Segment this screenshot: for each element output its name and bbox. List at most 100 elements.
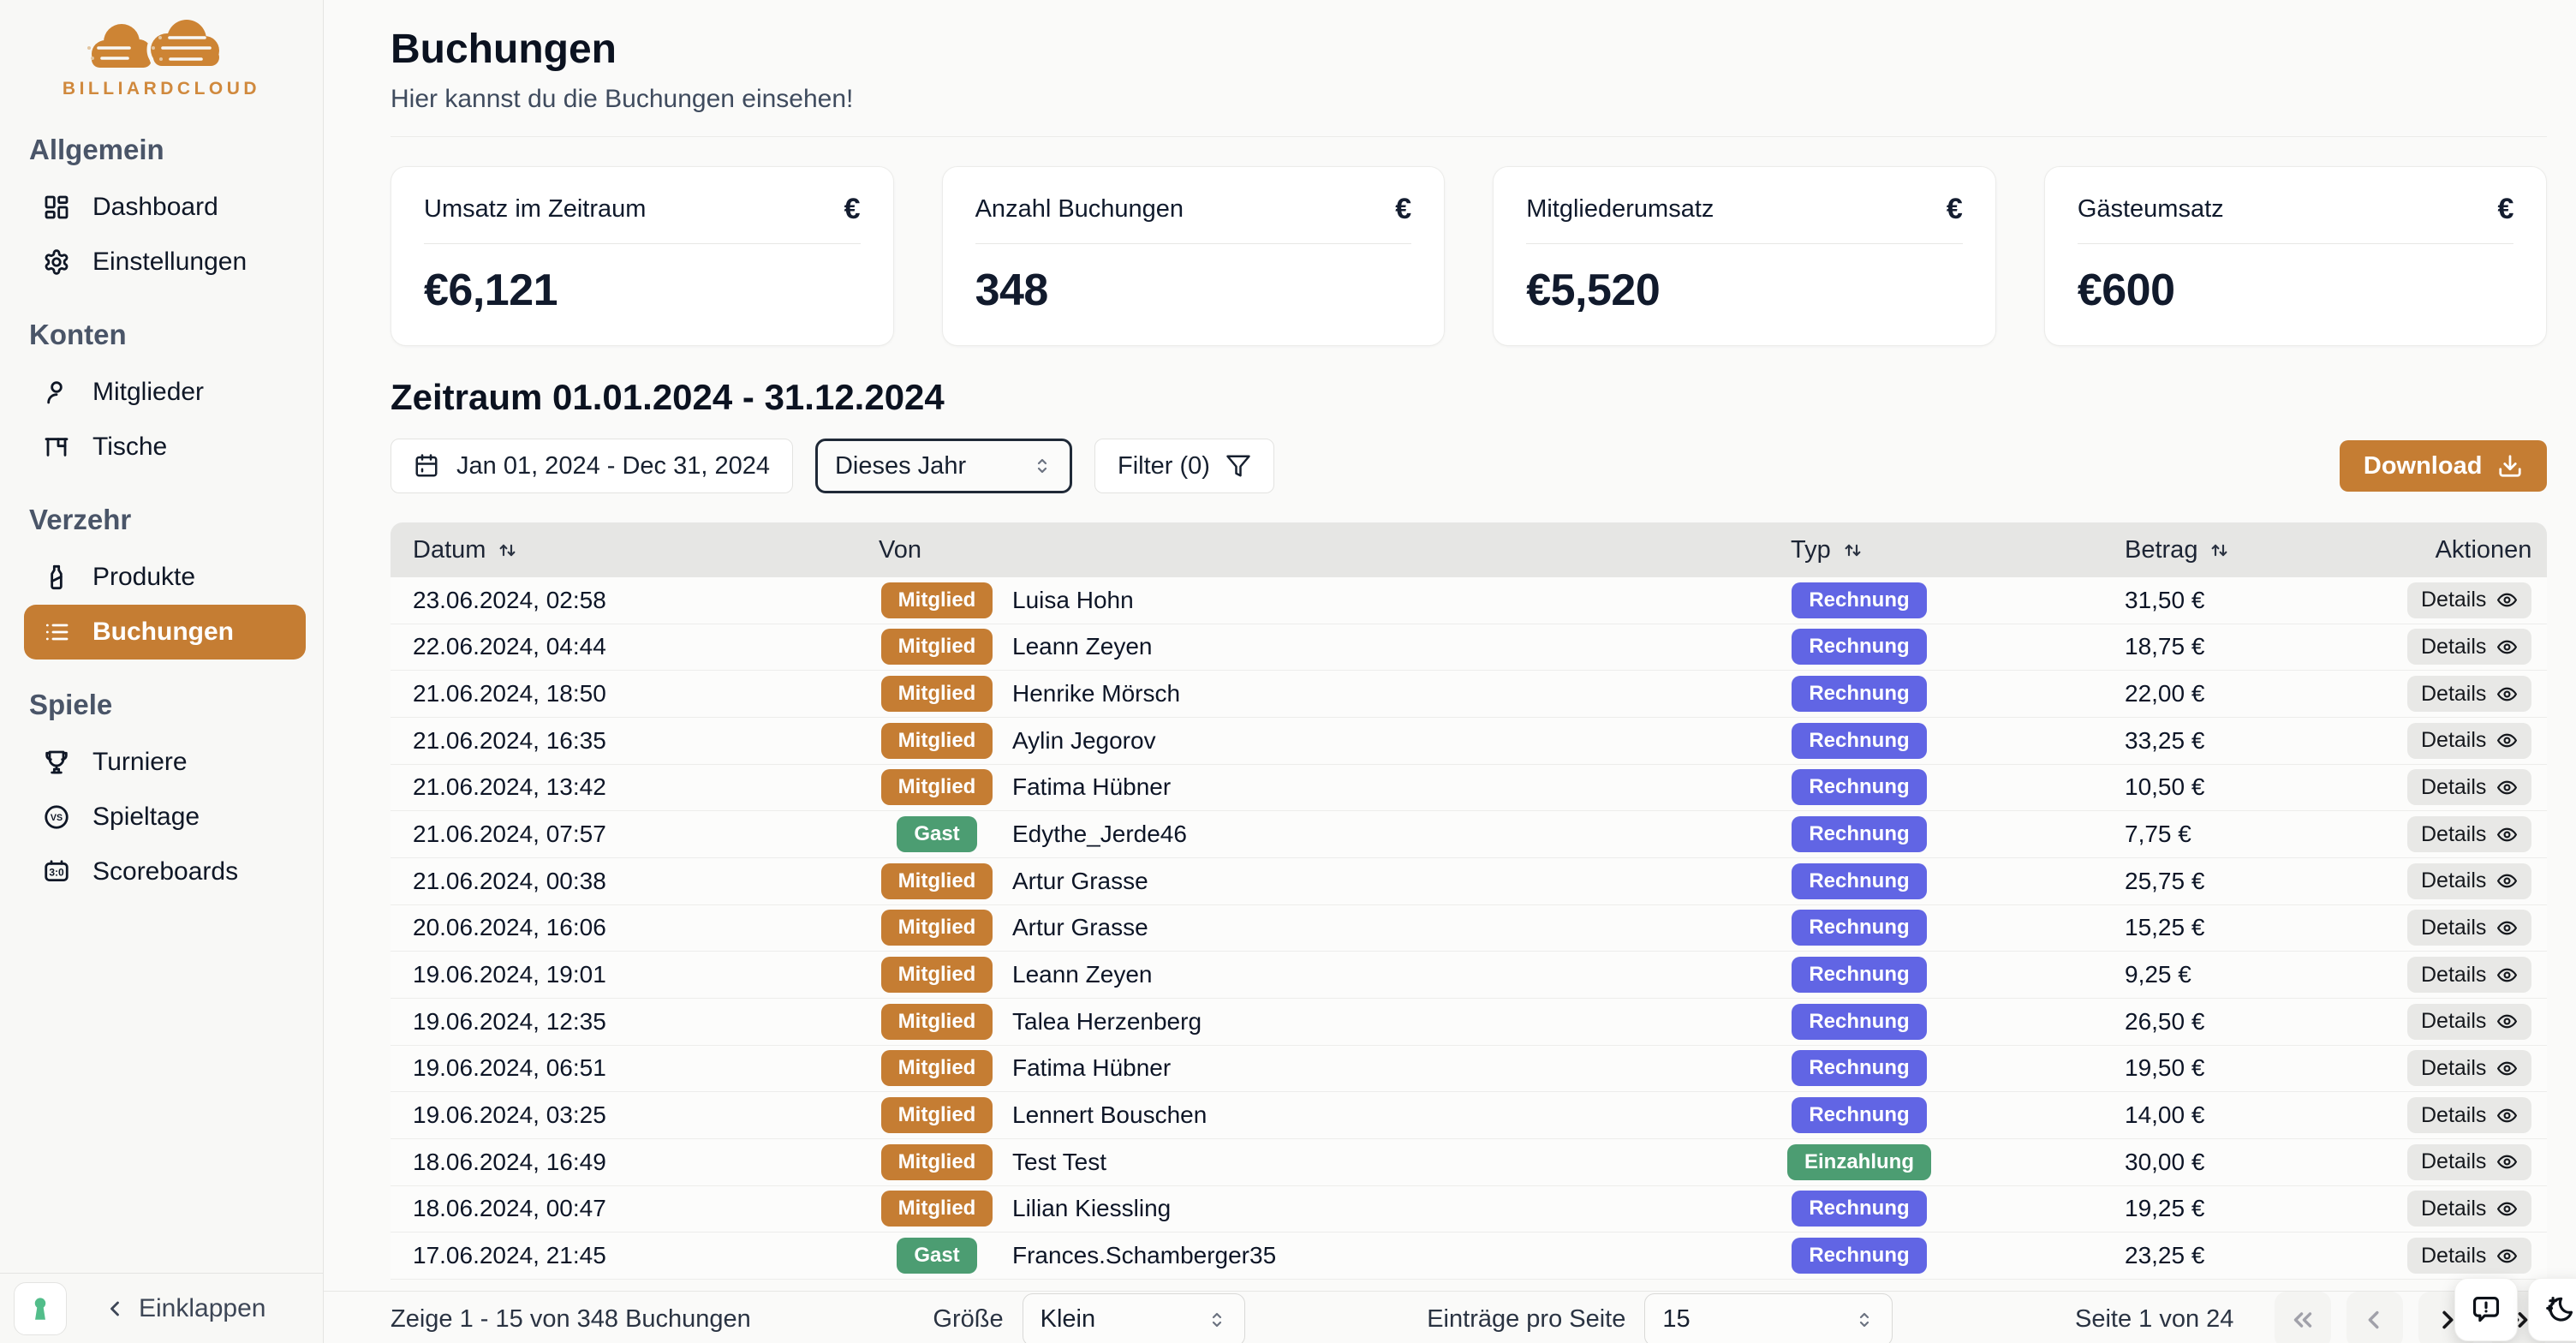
results-range-text: Zeige 1 - 15 von 348 Buchungen <box>391 1305 751 1334</box>
row-actions: Details <box>2407 1144 2547 1180</box>
brand-name: BILLIARDCLOUD <box>61 79 262 99</box>
filter-label: Filter (0) <box>1118 452 1210 480</box>
row-von: MitgliedHenrike Mörsch <box>879 676 1791 712</box>
stat-card-value: €5,520 <box>1526 265 1963 316</box>
details-button[interactable]: Details <box>2407 1191 2531 1227</box>
row-date: 21.06.2024, 16:35 <box>391 727 879 755</box>
row-actions: Details <box>2407 1097 2547 1133</box>
sidebar-footer: Einklappen <box>0 1273 323 1343</box>
row-von: GastEdythe_Jerde46 <box>879 816 1791 852</box>
sidebar-item-scoreboards[interactable]: 3:0Scoreboards <box>24 845 306 899</box>
stat-card: Mitgliederumsatz€ €5,520 <box>1493 166 1996 346</box>
per-page-select[interactable]: 15 <box>1644 1293 1893 1343</box>
typ-badge-wrap: Rechnung <box>1791 723 1928 759</box>
von-badge-wrap: Mitglied <box>879 1144 995 1180</box>
details-button[interactable]: Details <box>2407 1144 2531 1180</box>
row-date: 19.06.2024, 06:51 <box>391 1054 879 1082</box>
details-button[interactable]: Details <box>2407 957 2531 993</box>
download-button[interactable]: Download <box>2340 440 2548 492</box>
typ-badge-wrap: Rechnung <box>1791 582 1928 618</box>
sidebar-item-turniere[interactable]: Turniere <box>24 735 306 790</box>
sidebar-item-label: Turniere <box>92 748 188 777</box>
filter-button[interactable]: Filter (0) <box>1094 439 1274 493</box>
floating-buttons <box>2454 1278 2576 1341</box>
details-button[interactable]: Details <box>2407 1004 2531 1040</box>
details-button[interactable]: Details <box>2407 629 2531 665</box>
first-page-button[interactable] <box>2275 1292 2331 1343</box>
feedback-button[interactable] <box>2454 1278 2518 1341</box>
column-header-datum[interactable]: Datum <box>391 536 879 564</box>
details-button[interactable]: Details <box>2407 582 2531 618</box>
prev-page-button[interactable] <box>2346 1292 2403 1343</box>
row-typ: Rechnung <box>1791 816 2125 852</box>
row-name: Henrike Mörsch <box>1012 680 1180 707</box>
column-header-typ[interactable]: Typ <box>1791 536 2125 564</box>
row-actions: Details <box>2407 582 2547 618</box>
calendar-icon <box>414 453 439 479</box>
stat-card-header: Mitgliederumsatz€ <box>1526 193 1963 226</box>
typ-badge-wrap: Einzahlung <box>1791 1144 1928 1180</box>
row-name: Talea Herzenberg <box>1012 1008 1202 1036</box>
status-button[interactable] <box>14 1282 67 1335</box>
column-header-betrag[interactable]: Betrag <box>2125 536 2407 564</box>
eye-icon <box>2496 824 2518 845</box>
von-badge-wrap: Mitglied <box>879 1191 995 1227</box>
dark-mode-button[interactable] <box>2528 1278 2576 1341</box>
per-page-control: Einträge pro Seite 15 <box>1427 1293 1893 1343</box>
row-actions: Details <box>2407 1004 2547 1040</box>
sidebar-item-label: Buchungen <box>92 618 234 647</box>
details-button[interactable]: Details <box>2407 816 2531 852</box>
sidebar-item-tische[interactable]: Tische <box>24 420 306 475</box>
table-row: 21.06.2024, 07:57GastEdythe_Jerde46Rechn… <box>391 811 2547 858</box>
details-button[interactable]: Details <box>2407 1238 2531 1274</box>
collapse-button[interactable]: Einklappen <box>103 1294 265 1323</box>
details-button[interactable]: Details <box>2407 910 2531 946</box>
row-name: Leann Zeyen <box>1012 961 1152 988</box>
date-range-button[interactable]: Jan 01, 2024 - Dec 31, 2024 <box>391 439 793 493</box>
sidebar-item-dashboard[interactable]: Dashboard <box>24 180 306 235</box>
chevrons-up-down-icon <box>1207 1307 1227 1333</box>
sidebar-section-label: Allgemein <box>29 134 306 166</box>
row-date: 23.06.2024, 02:58 <box>391 587 879 614</box>
per-page-label: Einträge pro Seite <box>1427 1305 1625 1334</box>
details-button[interactable]: Details <box>2407 769 2531 805</box>
header-divider <box>391 136 2547 137</box>
sidebar-item-produkte[interactable]: Produkte <box>24 550 306 605</box>
typ-badge-wrap: Rechnung <box>1791 769 1928 805</box>
column-header-von[interactable]: Von <box>879 536 1791 564</box>
sidebar-item-buchungen[interactable]: Buchungen <box>24 605 306 660</box>
sidebar-item-mitglieder[interactable]: Mitglieder <box>24 365 306 420</box>
period-preset-select[interactable]: Dieses Jahr <box>815 439 1072 493</box>
eye-icon <box>2496 1011 2518 1032</box>
details-button[interactable]: Details <box>2407 1097 2531 1133</box>
size-select[interactable]: Klein <box>1023 1293 1245 1343</box>
row-typ: Rechnung <box>1791 629 2125 665</box>
row-actions: Details <box>2407 723 2547 759</box>
typ-badge: Rechnung <box>1792 723 1926 759</box>
row-name: Fatima Hübner <box>1012 773 1171 801</box>
typ-badge: Einzahlung <box>1787 1144 1931 1180</box>
von-badge: Mitglied <box>881 723 993 759</box>
gear-icon <box>43 248 70 276</box>
von-badge: Mitglied <box>881 957 993 993</box>
table-row: 19.06.2024, 03:25MitgliedLennert Bousche… <box>391 1092 2547 1139</box>
details-button[interactable]: Details <box>2407 723 2531 759</box>
details-button[interactable]: Details <box>2407 676 2531 712</box>
row-name: Artur Grasse <box>1012 868 1148 895</box>
stat-card-divider <box>424 243 861 244</box>
stat-card: Gästeumsatz€€600 <box>2044 166 2548 346</box>
page-subtitle: Hier kannst du die Buchungen einsehen! <box>391 85 2547 114</box>
typ-badge-wrap: Rechnung <box>1791 863 1928 899</box>
filter-toolbar: Jan 01, 2024 - Dec 31, 2024 Dieses Jahr … <box>391 439 2547 493</box>
sort-icon <box>1841 539 1864 562</box>
details-button[interactable]: Details <box>2407 1050 2531 1086</box>
sidebar-item-spieltage[interactable]: VSSpieltage <box>24 790 306 845</box>
sidebar-item-einstellungen[interactable]: Einstellungen <box>24 235 306 289</box>
von-badge: Mitglied <box>881 1144 993 1180</box>
typ-badge: Rechnung <box>1792 1238 1926 1274</box>
row-date: 21.06.2024, 13:42 <box>391 773 879 801</box>
table-body: 23.06.2024, 02:58MitgliedLuisa HohnRechn… <box>391 577 2547 1280</box>
row-actions: Details <box>2407 1050 2547 1086</box>
details-button[interactable]: Details <box>2407 863 2531 899</box>
von-badge-wrap: Mitglied <box>879 582 995 618</box>
